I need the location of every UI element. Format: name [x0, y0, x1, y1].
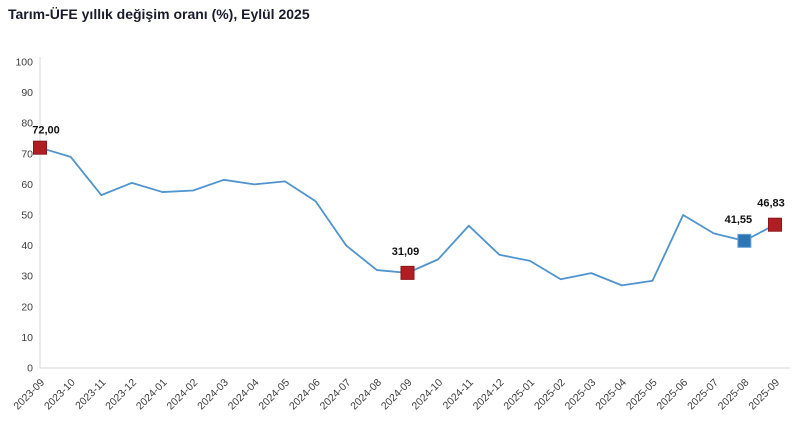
y-tick-label: 80	[21, 118, 33, 130]
x-tick-label: 2025-02	[532, 377, 568, 413]
data-label-2025-08: 41,55	[725, 214, 753, 226]
y-tick-label: 40	[21, 240, 33, 252]
x-tick-label: 2024-11	[441, 377, 476, 412]
x-tick-label: 2023-09	[11, 377, 47, 413]
x-tick-label: 2025-05	[624, 377, 660, 413]
x-tick-label: 2025-06	[655, 377, 691, 413]
marker-2025-09[interactable]	[768, 217, 782, 232]
x-tick-label: 2024-04	[226, 377, 262, 413]
x-tick-label: 2024-08	[348, 377, 384, 413]
y-tick-label: 90	[21, 87, 33, 99]
x-tick-label: 2023-10	[42, 377, 78, 413]
y-tick-label: 20	[21, 301, 33, 313]
y-tick-label: 70	[21, 148, 33, 160]
x-tick-label: 2025-07	[685, 377, 721, 413]
y-tick-label: 60	[21, 179, 33, 191]
x-tick-label: 2024-07	[318, 377, 354, 413]
data-line	[39, 146, 776, 287]
x-tick-label: 2024-03	[195, 377, 231, 413]
x-tick-label: 2024-02	[165, 377, 201, 413]
x-tick-label: 2025-08	[716, 377, 752, 413]
x-tick-label: 2024-12	[471, 377, 507, 413]
marker-2025-08[interactable]	[737, 233, 752, 248]
marker-2024-09[interactable]	[400, 265, 415, 280]
chart-title: Tarım-ÜFE yıllık değişim oranı (%), Eylü…	[8, 6, 310, 22]
y-tick-label: 10	[21, 332, 33, 344]
data-label-2025-09: 46,83	[757, 198, 785, 210]
data-label-2023-09: 72,00	[32, 125, 60, 137]
x-tick-label: 2023-11	[73, 377, 108, 412]
x-tick-label: 2025-01	[501, 377, 537, 413]
x-tick-label: 2023-12	[103, 377, 139, 413]
x-tick-label: 2024-09	[379, 377, 415, 413]
y-tick-label: 0	[27, 363, 33, 375]
marker-2023-09[interactable]	[33, 140, 47, 155]
x-tick-label: 2024-10	[410, 377, 446, 413]
x-tick-label: 2025-03	[563, 377, 599, 413]
y-tick-label: 50	[21, 210, 33, 222]
x-tick-label: 2025-09	[746, 377, 782, 413]
y-tick-label: 30	[21, 271, 33, 283]
y-tick-label: 100	[15, 57, 33, 69]
x-tick-label: 2024-06	[287, 377, 323, 413]
x-tick-label: 2024-01	[134, 377, 170, 413]
x-tick-label: 2024-05	[256, 377, 292, 413]
x-tick-label: 2025-04	[593, 377, 629, 413]
data-label-2024-09: 31,09	[392, 246, 420, 258]
